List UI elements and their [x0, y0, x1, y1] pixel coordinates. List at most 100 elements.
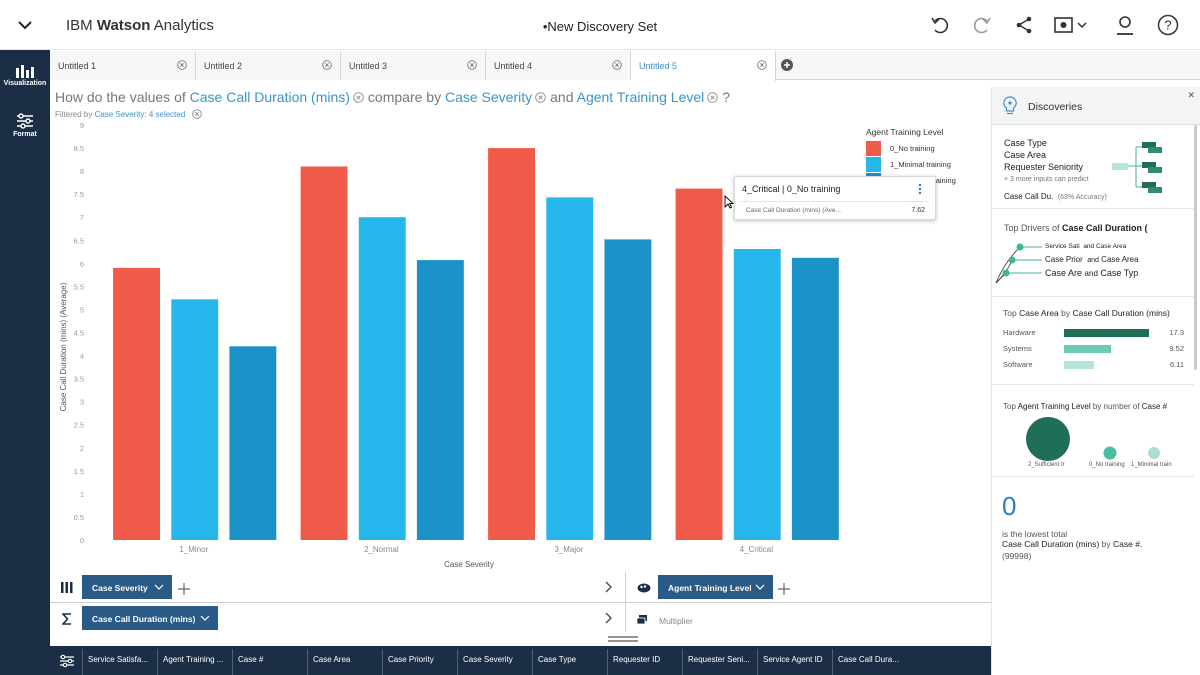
- column-header[interactable]: Requester ID: [607, 649, 682, 675]
- filter-value[interactable]: Case Severity: 4 selected: [94, 110, 186, 119]
- close-icon[interactable]: [177, 60, 187, 70]
- bubble: [1148, 447, 1160, 459]
- bar-2_Normal-1_Minimal training[interactable]: [358, 217, 406, 540]
- legend-label: 1_Minimal training: [890, 160, 951, 169]
- column-header[interactable]: Case Severity: [457, 649, 532, 675]
- tab-label: Untitled 3: [349, 61, 388, 71]
- close-icon[interactable]: [322, 60, 332, 70]
- measure-field-pill[interactable]: Case Call Duration (mins): [82, 606, 218, 630]
- bar-2_Normal-2_Sufficient training[interactable]: [416, 260, 464, 540]
- chevron-down-icon: [18, 20, 32, 29]
- question-field-category[interactable]: Case Severity: [444, 89, 533, 105]
- share-button[interactable]: [1009, 11, 1039, 39]
- discovery-card-predictors[interactable]: Case Type Case Area Requester Seniority …: [992, 125, 1194, 209]
- tab-untitled-5[interactable]: Untitled 5: [631, 51, 776, 81]
- question-field-measure[interactable]: Case Call Duration (mins): [189, 89, 350, 105]
- redo-button[interactable]: [967, 11, 997, 39]
- remove-field-icon[interactable]: [535, 92, 546, 103]
- chevron-down-icon: [154, 584, 164, 590]
- bar-2_Normal-0_No training[interactable]: [300, 166, 348, 541]
- x-axis-field-pill[interactable]: Case Severity: [82, 575, 172, 599]
- tab-untitled-2[interactable]: Untitled 2: [196, 51, 341, 80]
- multiplier-label: Multiplier: [659, 616, 694, 626]
- y-tick-label: 2.5: [74, 421, 84, 430]
- close-icon[interactable]: [467, 60, 477, 70]
- add-field-icon[interactable]: [778, 583, 790, 595]
- chevron-down-icon: [755, 584, 765, 590]
- nav-visualization[interactable]: Visualization: [0, 64, 50, 87]
- y-tick-label: 8.5: [74, 144, 84, 153]
- user-button[interactable]: [1110, 11, 1140, 39]
- add-field-icon[interactable]: [178, 583, 190, 595]
- add-tab-icon[interactable]: [780, 58, 794, 72]
- chevron-right-icon[interactable]: [605, 612, 613, 624]
- column-header[interactable]: Case #: [232, 649, 307, 675]
- discoveries-scrollbar[interactable]: [1194, 125, 1197, 370]
- column-header[interactable]: Requester Seni...: [682, 649, 757, 675]
- tooltip-divider: [741, 201, 929, 202]
- y-tick-label: 1.5: [74, 467, 84, 476]
- column-header[interactable]: Service Satisfa...: [82, 649, 157, 675]
- column-header[interactable]: Case Area: [307, 649, 382, 675]
- nav-format[interactable]: Format: [0, 113, 50, 138]
- close-icon[interactable]: ✕: [1187, 90, 1195, 100]
- tab-untitled-1[interactable]: Untitled 1: [50, 51, 196, 80]
- question-field-color[interactable]: Agent Training Level: [576, 89, 705, 105]
- resize-handle-icon[interactable]: [608, 635, 638, 643]
- tab-untitled-4[interactable]: Untitled 4: [486, 51, 631, 80]
- remove-filter-icon[interactable]: [191, 109, 202, 119]
- bar-1_Minor-1_Minimal training[interactable]: [171, 299, 219, 540]
- bubble-label: 2_Sufficient tr: [1028, 462, 1065, 468]
- help-button[interactable]: ?: [1153, 11, 1183, 39]
- y-tick-label: 1: [80, 490, 84, 499]
- top-bar: IBM Watson Analytics •New Discovery Set …: [0, 0, 1200, 50]
- more-options-icon[interactable]: [917, 183, 923, 195]
- column-header[interactable]: Case Type: [532, 649, 607, 675]
- tab-bar: Untitled 1 Untitled 2 Untitled 3 Untitle…: [50, 51, 1200, 81]
- y-axis-title: Case Call Duration (mins) (Average): [59, 282, 68, 411]
- discovery-card-top-training-level[interactable]: Top Agent Training Level by number of Ca…: [992, 385, 1194, 477]
- remove-field-icon[interactable]: [353, 92, 364, 103]
- mouse-pointer-icon: [724, 195, 734, 209]
- y-tick-label: 3.5: [74, 375, 84, 384]
- bar-3_Major-1_Minimal training[interactable]: [546, 197, 594, 540]
- bar-chart-icon: [16, 65, 34, 78]
- bar-1_Minor-2_Sufficient training[interactable]: [229, 346, 277, 540]
- bar-3_Major-2_Sufficient training[interactable]: [604, 239, 652, 540]
- bar-label: Hardware: [1003, 328, 1036, 337]
- bar-3_Major-0_No training[interactable]: [488, 148, 535, 540]
- column-header[interactable]: Service Agent ID: [757, 649, 832, 675]
- column-header[interactable]: Case Call Dura...: [832, 649, 907, 675]
- tab-untitled-3[interactable]: Untitled 3: [341, 51, 486, 80]
- undo-button[interactable]: [925, 11, 955, 39]
- bar-label: Software: [1003, 360, 1033, 369]
- bar-4_Critical-0_No training[interactable]: [675, 188, 723, 540]
- bar-1_Minor-0_No training[interactable]: [113, 267, 160, 540]
- side-nav: Visualization Format: [0, 50, 50, 675]
- field-shelf: Case Severity Agent Training Level Case …: [50, 572, 1200, 642]
- discovery-card-lowest-total[interactable]: 0 is the lowest total Case Call Duration…: [1002, 491, 1143, 561]
- close-icon[interactable]: [612, 60, 622, 70]
- undo-icon: [931, 17, 949, 34]
- case-area-bar: [1064, 361, 1094, 369]
- color-field-pill[interactable]: Agent Training Level: [658, 575, 773, 599]
- legend-swatch: [866, 157, 881, 172]
- sliders-icon[interactable]: [59, 654, 75, 668]
- column-header[interactable]: Case Priority: [382, 649, 457, 675]
- discovery-card-top-case-area[interactable]: Top Case Area by Case Call Duration (min…: [992, 297, 1194, 385]
- remove-field-icon[interactable]: [707, 92, 719, 103]
- y-tick-label: 7: [80, 213, 84, 222]
- main-menu-button[interactable]: [0, 0, 50, 50]
- bar-4_Critical-2_Sufficient training[interactable]: [791, 257, 839, 540]
- sum-icon: [62, 613, 71, 625]
- camera-icon: [1054, 17, 1087, 33]
- x-tick-label: 4_Critical: [740, 545, 774, 554]
- tooltip-value: 7.62: [911, 207, 925, 214]
- snapshot-menu-button[interactable]: [1052, 11, 1090, 39]
- column-header[interactable]: Agent Training ...: [157, 649, 232, 675]
- discovery-card-drivers[interactable]: Top Drivers of Case Call Duration ( Serv…: [992, 209, 1194, 297]
- y-tick-label: 6.5: [74, 236, 84, 245]
- chevron-right-icon[interactable]: [605, 581, 613, 593]
- bar-4_Critical-1_Minimal training[interactable]: [733, 249, 781, 540]
- close-icon[interactable]: [757, 60, 767, 70]
